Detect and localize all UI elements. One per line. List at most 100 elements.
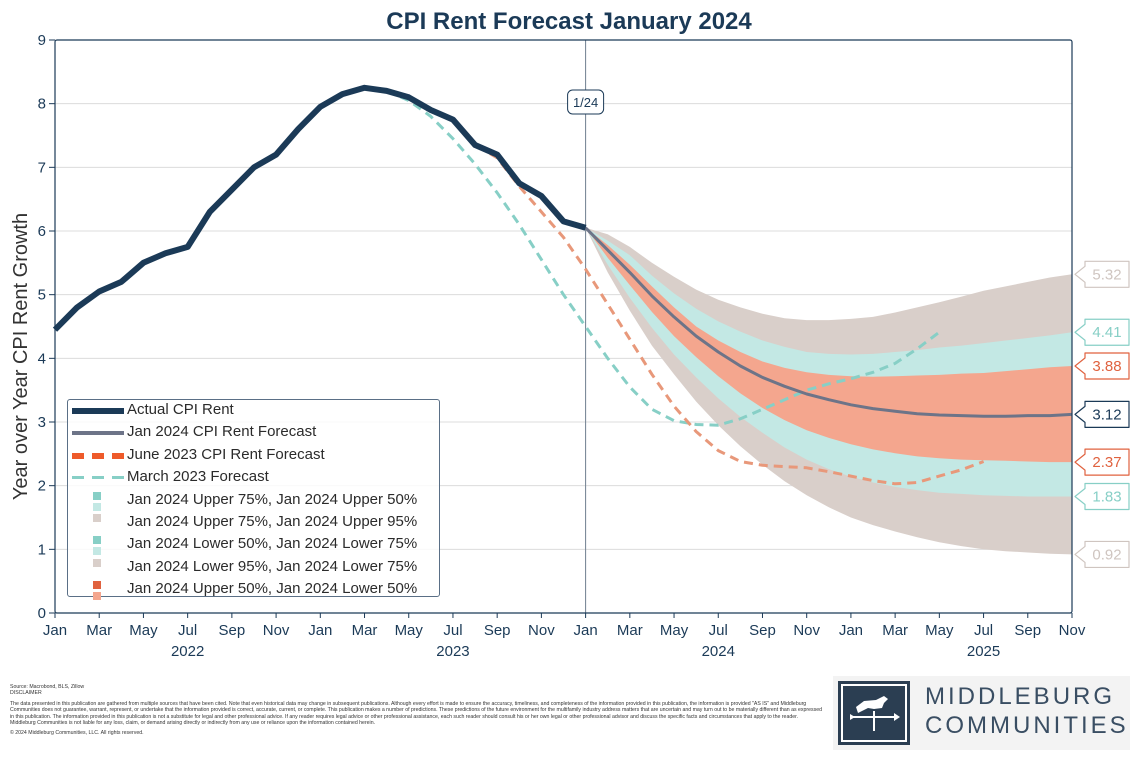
legend-swatch-square [93,491,101,500]
series-line-march-2023-forecast [386,89,941,427]
x-tick-label: Sep [484,622,511,639]
x-tick-label: Nov [263,622,290,639]
end-value-box [1074,540,1130,569]
legend-label: March 2023 Forecast [127,468,269,486]
end-value-box [1074,400,1130,428]
x-tick-label: Sep [1014,622,1041,639]
legend-swatch-square [93,569,101,578]
legend-swatch-line [72,408,124,414]
legend-label: June 2023 CPI Rent Forecast [127,445,325,463]
end-value-label: 4.41 [1074,318,1130,346]
end-value-text: 5.32 [1092,266,1121,283]
end-value-label: 2.37 [1074,448,1130,476]
x-tick-label: Jul [443,622,462,639]
legend-label: Jan 2024 Upper 50%, Jan 2024 Lower 50% [127,580,418,598]
legend-item: Jan 2024 Upper 50%, Jan 2024 Lower 50% [68,579,438,601]
legend-item: Jan 2024 Upper 75%, Jan 2024 Upper 95% [68,512,438,534]
end-value-text: 3.12 [1092,406,1121,423]
footer-copyright: © 2024 Middleburg Communities, LLC. All … [10,730,144,737]
legend-item: Jan 2024 Lower 95%, Jan 2024 Lower 75% [68,557,438,579]
legend-item: Jan 2024 Upper 75%, Jan 2024 Upper 50% [68,490,438,512]
legend-swatch-square [93,592,101,601]
end-value-text: 3.88 [1092,358,1121,375]
legend-swatch-line [72,431,124,436]
weathervane-horse-icon [838,681,910,745]
legend-swatch-square [93,558,101,567]
y-axis-label: Year over Year CPI Rent Growth [10,213,32,500]
legend-label: Jan 2024 CPI Rent Forecast [127,423,317,441]
legend-item: June 2023 CPI Rent Forecast [68,445,438,467]
legend-label: Jan 2024 Lower 95%, Jan 2024 Lower 75% [127,557,418,575]
end-value-label: 5.32 [1074,260,1130,288]
x-tick-label: Mar [86,622,112,639]
y-tick-label: 5 [38,287,46,304]
x-year-label: 2023 [436,643,469,660]
legend-item: Jan 2024 CPI Rent Forecast [68,422,438,444]
x-year-label: 2025 [967,643,1000,660]
legend-item: March 2023 Forecast [68,467,438,489]
vline-label-box [567,89,605,115]
end-value-box [1074,482,1130,511]
x-tick-label: Nov [528,622,555,639]
legend-label: Jan 2024 Lower 50%, Jan 2024 Lower 75% [127,535,418,553]
y-tick-label: 7 [38,159,46,176]
x-tick-label: Sep [749,622,776,639]
end-value-label: 1.83 [1074,482,1130,511]
footer-text: Source: Macrobond, BLS, Zillow DISCLAIME… [10,684,825,737]
end-value-box [1074,448,1130,476]
x-tick-label: May [395,622,424,639]
x-tick-label: Mar [352,622,378,639]
end-value-label: 3.88 [1074,352,1130,380]
footer-disclaimer-title: DISCLAIMER [10,690,42,697]
x-tick-label: Nov [793,622,820,639]
end-value-text: 2.37 [1092,454,1121,471]
plot-frame [54,39,1073,614]
legend-swatch-square [93,502,101,511]
series-line-june-2023-cpi-rent-forecast [430,108,985,486]
x-tick-label: Jul [178,622,197,639]
x-tick-label: Jan [43,622,67,639]
legend-item: Jan 2024 Lower 50%, Jan 2024 Lower 75% [68,534,438,556]
middleburg-logo: MIDDLEBURG COMMUNITIES [833,676,1130,750]
legend-swatch-square [93,514,101,522]
end-value-box [1074,260,1130,288]
y-tick-label: 3 [38,414,46,431]
band-50 [585,227,1072,463]
y-tick-label: 4 [38,350,46,367]
legend-label: Jan 2024 Upper 75%, Jan 2024 Upper 50% [127,490,418,508]
x-tick-label: Mar [882,622,908,639]
legend-swatch-square [93,581,101,590]
end-value-box [1074,318,1130,346]
x-tick-label: May [925,622,954,639]
end-value-text: 1.83 [1092,488,1121,505]
x-tick-label: Nov [1059,622,1086,639]
x-tick-label: Jul [974,622,993,639]
legend: Actual CPI Rent Jan 2024 CPI Rent Forecas… [67,399,440,601]
x-tick-label: Jan [574,622,598,639]
vline-label: 1/24 [573,95,598,110]
y-tick-label: 6 [38,223,46,240]
legend-swatch-square [93,547,101,556]
x-tick-label: Mar [617,622,643,639]
chart-title: CPI Rent Forecast January 2024 [386,8,752,35]
series-line-actual-cpi-rent [52,84,587,332]
end-value-text: 4.41 [1092,324,1121,341]
chart-svg: 0 1 2 3 4 5 6 7 8 9 Year over Year CPI Rent Growth… [10,32,1130,660]
legend-label: Jan 2024 Upper 75%, Jan 2024 Upper 95% [127,513,418,530]
y-tick-label: 8 [38,96,46,113]
y-tick-label: 0 [38,605,46,622]
x-tick-label: Jan [308,622,332,639]
x-tick-label: May [129,622,158,639]
logo-line1: MIDDLEBURG [925,683,1116,710]
x-tick-label: Sep [219,622,246,639]
end-value-label: 3.12 [1074,400,1130,428]
end-value-box [1074,352,1130,380]
footer-disclaimer: The data presented in this publication a… [10,700,822,727]
x-year-label: 2024 [702,643,735,660]
logo-line2: COMMUNITIES [925,712,1129,739]
end-value-label: 0.92 [1074,540,1130,569]
y-tick-label: 2 [38,478,46,495]
x-tick-label: May [660,622,689,639]
legend-swatch-square [93,525,101,533]
y-tick-label: 9 [38,32,46,49]
